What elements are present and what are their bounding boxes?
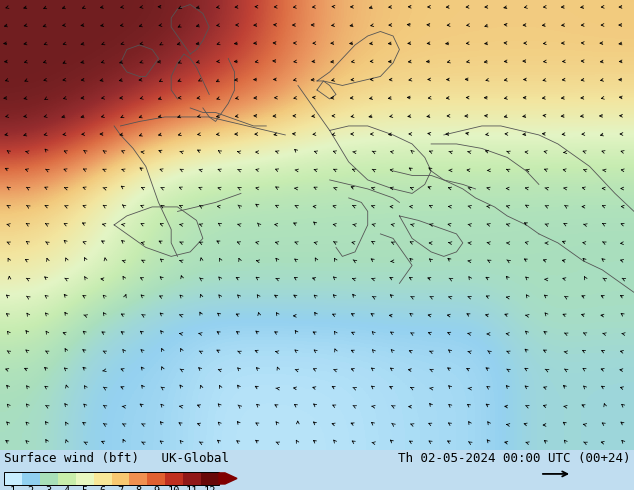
Bar — [112, 472, 129, 485]
Bar — [201, 472, 219, 485]
Text: 5: 5 — [82, 486, 87, 490]
Bar — [129, 472, 147, 485]
Text: 7: 7 — [117, 486, 124, 490]
Bar — [183, 472, 201, 485]
Text: 1: 1 — [10, 486, 16, 490]
Bar — [22, 472, 40, 485]
Text: 12: 12 — [204, 486, 216, 490]
Text: 10: 10 — [168, 486, 181, 490]
Bar — [4, 472, 22, 485]
Bar — [75, 472, 94, 485]
Text: Surface wind (bft)   UK-Global: Surface wind (bft) UK-Global — [4, 452, 229, 465]
Bar — [165, 472, 183, 485]
Bar — [147, 472, 165, 485]
Text: 9: 9 — [153, 486, 159, 490]
Text: 6: 6 — [100, 486, 106, 490]
Text: Th 02-05-2024 00:00 UTC (00+24): Th 02-05-2024 00:00 UTC (00+24) — [398, 452, 630, 465]
Text: 3: 3 — [46, 486, 52, 490]
Bar — [58, 472, 75, 485]
Bar — [4, 472, 219, 485]
Text: 2: 2 — [28, 486, 34, 490]
Text: 4: 4 — [63, 486, 70, 490]
Bar — [94, 472, 112, 485]
Bar — [40, 472, 58, 485]
FancyArrow shape — [219, 473, 237, 484]
Text: 11: 11 — [186, 486, 198, 490]
Text: 8: 8 — [135, 486, 141, 490]
